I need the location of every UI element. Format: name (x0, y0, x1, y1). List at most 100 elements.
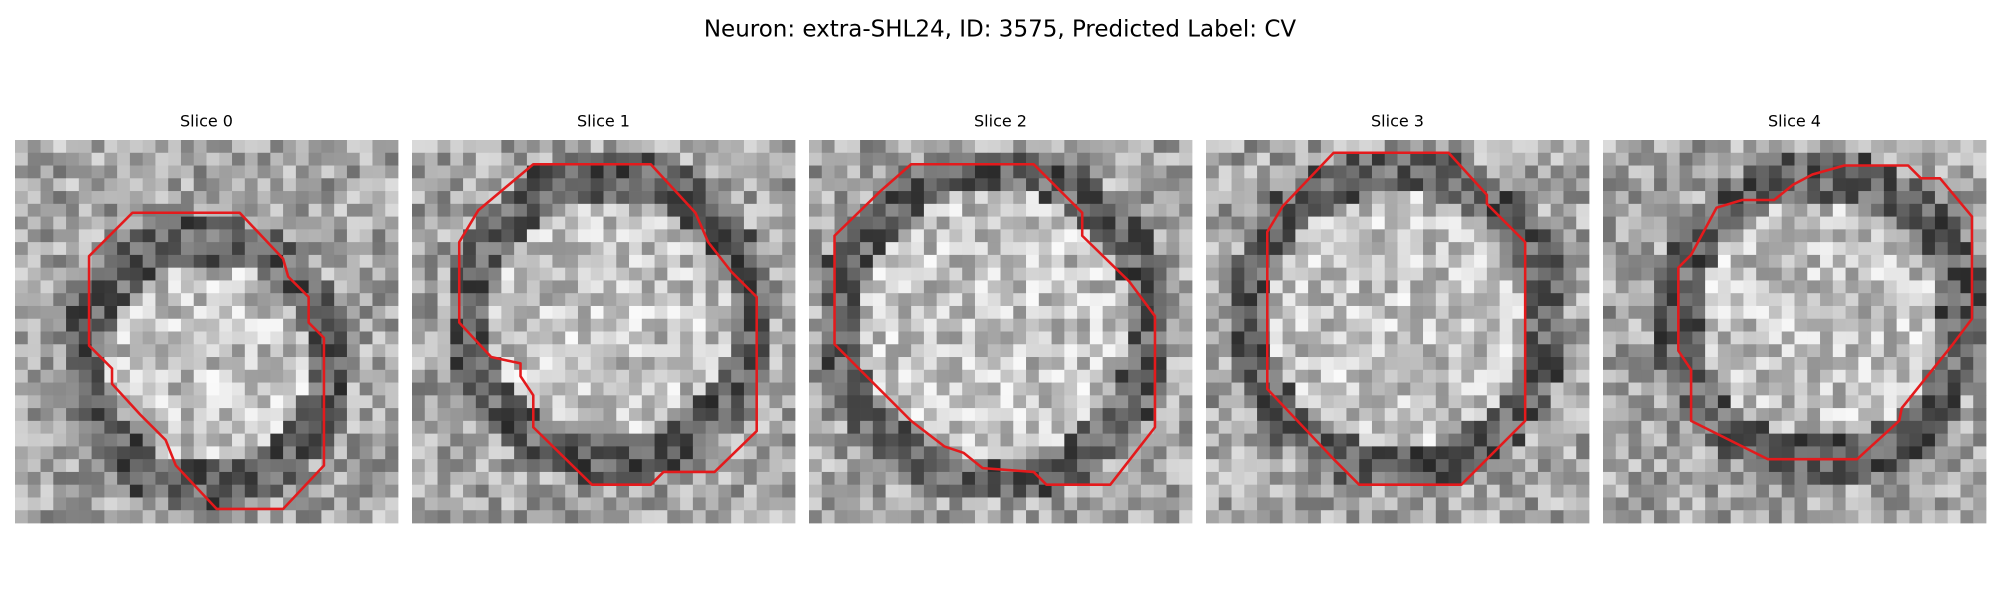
pixel (1038, 305, 1052, 320)
pixel (1896, 459, 1910, 473)
pixel (1576, 280, 1590, 294)
pixel (257, 408, 271, 422)
pixel (372, 152, 386, 166)
pixel (1654, 267, 1668, 281)
pixel (1512, 395, 1526, 409)
pixel (1705, 140, 1719, 154)
pixel (809, 433, 823, 447)
pixel (1743, 242, 1757, 256)
pixel (168, 395, 182, 409)
pixel (1448, 382, 1462, 396)
pixel (1896, 280, 1910, 294)
pixel (1423, 140, 1437, 154)
pixel (936, 395, 950, 409)
pixel (180, 331, 195, 345)
pixel (667, 242, 681, 256)
pixel (1140, 318, 1155, 332)
pixel (718, 344, 732, 358)
pixel (1883, 293, 1898, 307)
pixel (180, 484, 195, 498)
pixel (641, 408, 655, 422)
pixel (295, 191, 310, 205)
pixel (923, 344, 938, 358)
pixel (104, 178, 118, 192)
pixel (590, 152, 604, 166)
pixel (412, 280, 426, 294)
pixel (526, 140, 541, 154)
pixel (1603, 433, 1617, 447)
pixel (769, 357, 783, 371)
pixel (1410, 395, 1424, 409)
pixel (1218, 280, 1232, 294)
pixel (782, 178, 796, 192)
pixel (1282, 459, 1296, 473)
pixel (129, 305, 144, 320)
pixel (1781, 267, 1795, 281)
pixel (475, 165, 489, 179)
pixel (1410, 305, 1424, 320)
pixel (1282, 344, 1296, 358)
pixel (1384, 178, 1398, 192)
pixel (1051, 408, 1065, 422)
pixel (283, 510, 297, 524)
pixel (1166, 140, 1180, 154)
pixel (936, 357, 950, 371)
pixel (15, 510, 29, 524)
pixel (692, 280, 707, 294)
pixel (193, 140, 207, 154)
pixel (155, 471, 169, 486)
pixel (911, 203, 925, 217)
pixel (1922, 408, 1936, 422)
pixel (987, 178, 1001, 192)
pixel (1486, 267, 1501, 281)
pixel (514, 305, 528, 320)
pixel (1435, 267, 1449, 281)
pixel (1820, 446, 1834, 460)
pixel (1333, 446, 1347, 460)
pixel (1435, 229, 1449, 243)
pixel (359, 471, 373, 486)
pixel (1871, 293, 1885, 307)
pixel (1384, 216, 1398, 230)
pixel (1641, 229, 1655, 243)
pixel (1244, 229, 1258, 243)
pixel (923, 267, 938, 281)
pixel (1960, 254, 1974, 269)
pixel (1346, 267, 1360, 281)
pixel (1730, 216, 1744, 230)
pixel (847, 471, 861, 486)
pixel (1768, 203, 1783, 217)
pixel (514, 152, 528, 166)
pixel (1654, 420, 1668, 435)
pixel (91, 344, 105, 358)
pixel (552, 242, 566, 256)
pixel (1909, 344, 1923, 358)
pixel (962, 203, 976, 217)
pixel (1474, 420, 1488, 435)
pixel (821, 203, 835, 217)
pixel (1000, 471, 1014, 486)
pixel (885, 280, 899, 294)
pixel (1883, 267, 1898, 281)
pixel (603, 318, 617, 332)
pixel (577, 305, 592, 320)
pixel (1717, 344, 1732, 358)
pixel (718, 510, 732, 524)
pixel (104, 305, 118, 320)
pixel (334, 408, 348, 422)
pixel (1922, 229, 1936, 243)
pixel (1679, 459, 1693, 473)
pixel (1051, 254, 1065, 269)
pixel (756, 510, 770, 524)
pixel (1218, 165, 1232, 179)
pixel (769, 331, 783, 345)
pixel (1206, 357, 1220, 371)
pixel (552, 344, 566, 358)
pixel (731, 420, 745, 435)
pixel (1628, 382, 1642, 396)
pixel (180, 420, 195, 435)
pixel (514, 140, 528, 154)
pixel (1654, 433, 1668, 447)
pixel (129, 382, 144, 396)
pixel (1269, 254, 1283, 269)
